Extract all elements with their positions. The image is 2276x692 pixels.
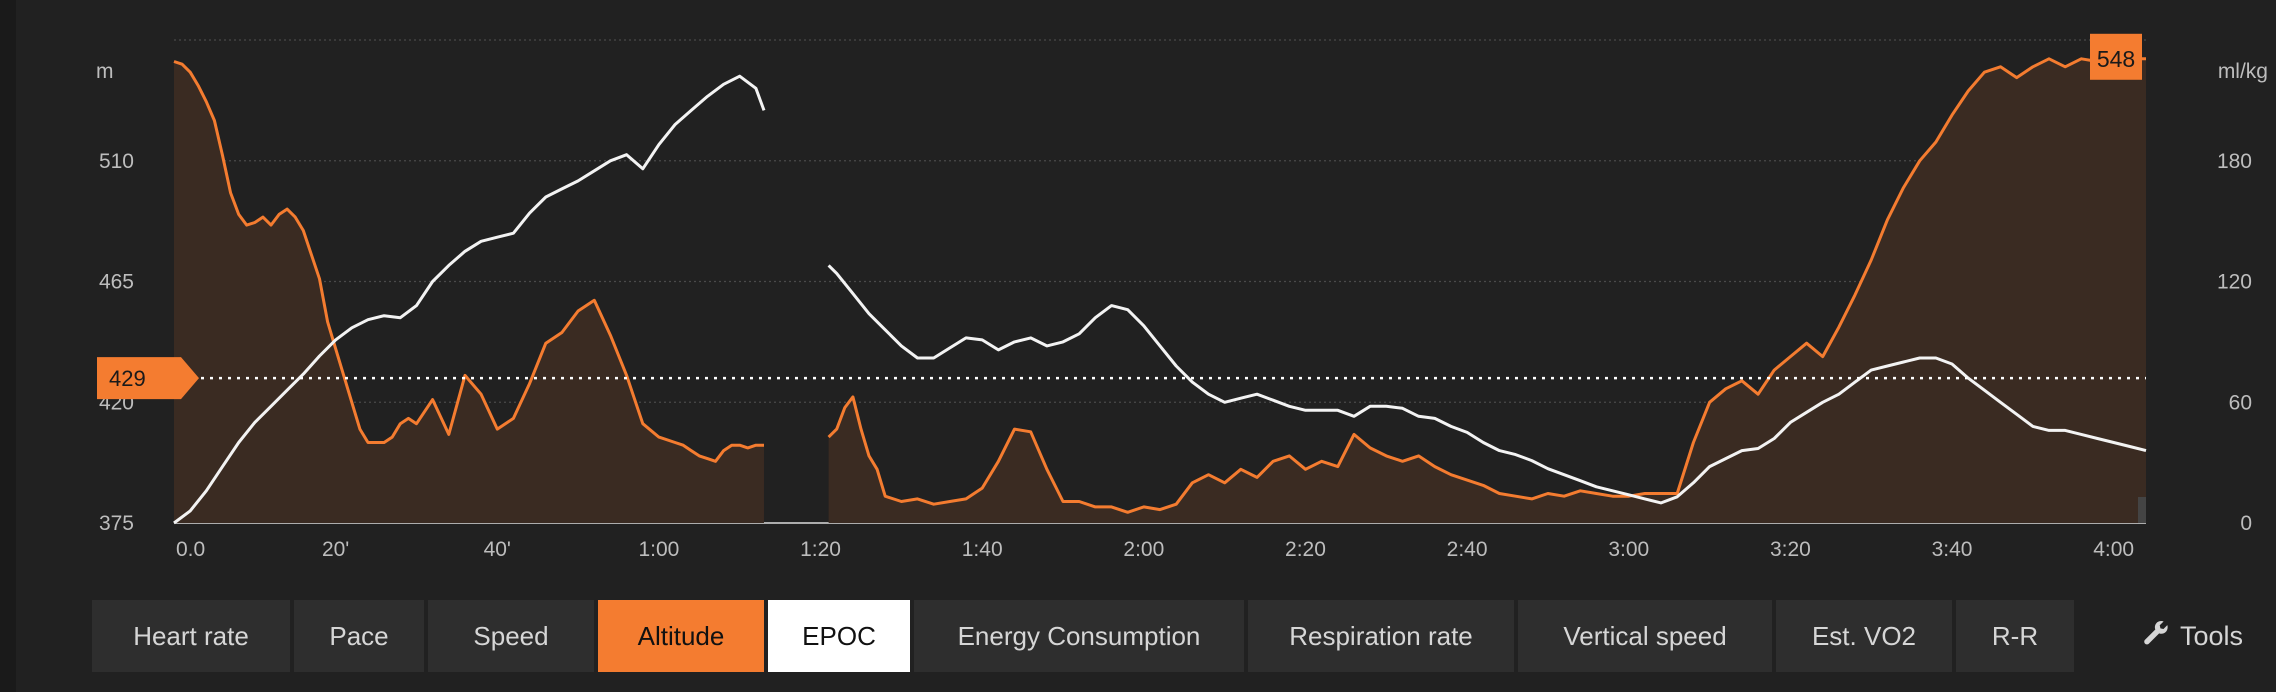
tools-label: Tools (2180, 620, 2244, 651)
altitude-reference-marker (97, 357, 199, 400)
x-tick-label: 2:00 (1123, 538, 1164, 561)
altitude-line (173, 60, 764, 463)
y-right-tick-label: 180 (2217, 150, 2252, 173)
x-tick-label: 2:40 (1447, 538, 1488, 561)
x-tick-label: 0.0 (176, 538, 205, 561)
y-left-tick-label: 465 (99, 271, 134, 294)
tab-pace[interactable]: Pace (294, 600, 424, 672)
max-value-label: 548 (2097, 46, 2135, 72)
x-tick-label: 4:00 (2093, 538, 2134, 561)
tab-respiration-rate[interactable]: Respiration rate (1248, 600, 1514, 672)
epoc-line (173, 74, 766, 525)
tab-altitude[interactable]: Altitude (598, 600, 764, 672)
x-tick-label: 40' (484, 538, 511, 561)
tab-est-vo2[interactable]: Est. VO2 (1776, 600, 1952, 672)
x-tick-label: 1:20 (800, 538, 841, 561)
x-tick-label: 3:40 (1932, 538, 1973, 561)
max-value-marker (2090, 33, 2142, 80)
tab-energy-consumption[interactable]: Energy Consumption (914, 600, 1244, 672)
tab-epoc[interactable]: EPOC (768, 600, 910, 672)
y-right-tick-label: 0 (2240, 512, 2252, 535)
x-tick-label: 2:20 (1285, 538, 1326, 561)
altitude-area (828, 58, 2146, 524)
tools-button[interactable]: Tools (2142, 616, 2243, 656)
altitude-area (174, 61, 764, 523)
chart-panel: 375 420 465 510 m 0 60 120 180 ml/kg 0.0 20' 40' 1:00… (16, 0, 2276, 692)
tab-r-r[interactable]: R-R (1956, 600, 2074, 672)
wrench-icon (2142, 619, 2170, 654)
y-left-tick-label: 510 (99, 150, 134, 173)
tab-vertical-speed[interactable]: Vertical speed (1518, 600, 1772, 672)
series-end-indicator (2138, 497, 2146, 523)
tab-heart-rate[interactable]: Heart rate (92, 600, 290, 672)
x-tick-label: 1:40 (962, 538, 1003, 561)
x-tick-label: 3:00 (1608, 538, 1649, 561)
y-right-unit-label: ml/kg (2218, 60, 2268, 83)
altitude-line (827, 57, 2146, 514)
x-tick-label: 20' (322, 538, 349, 561)
x-tick-label: 3:20 (1770, 538, 1811, 561)
tab-speed[interactable]: Speed (428, 600, 594, 672)
y-right-tick-label: 120 (2217, 271, 2252, 294)
y-right-tick-label: 60 (2229, 391, 2252, 414)
y-left-tick-label: 375 (99, 512, 134, 535)
y-left-unit-label: m (96, 60, 114, 83)
altitude-reference-label: 429 (109, 366, 146, 391)
x-tick-label: 1:00 (638, 538, 679, 561)
epoc-line (827, 264, 2147, 505)
